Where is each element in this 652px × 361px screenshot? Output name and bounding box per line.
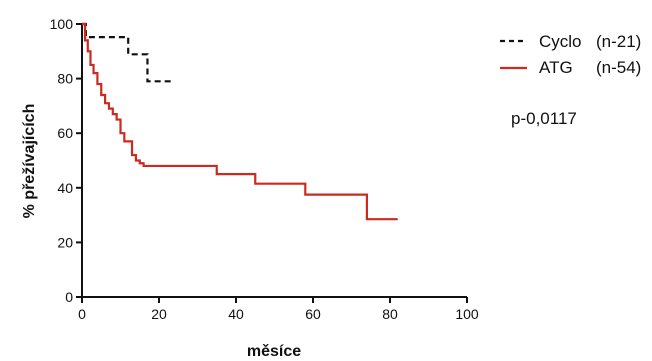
x-axis: 0 20 40 60 80 100 [78, 296, 479, 322]
y-tick-label: 80 [57, 71, 73, 87]
y-tick-label: 40 [57, 180, 73, 196]
x-tick-label: 80 [382, 306, 398, 322]
y-axis: 0 20 40 60 80 100 [50, 16, 83, 305]
series-layer [82, 22, 398, 221]
y-tick-label: 100 [50, 16, 74, 32]
x-tick-label: 0 [78, 306, 86, 322]
legend-count-cyclo: (n-21) [596, 32, 641, 51]
series-line-atg [82, 22, 398, 221]
x-axis-title: měsíce [247, 343, 301, 360]
x-tick-label: 40 [228, 306, 244, 322]
x-ticks: 0 20 40 60 80 100 [78, 297, 479, 322]
legend-item-cyclo: Cyclo (n-21) [500, 32, 641, 51]
x-tick-label: 20 [151, 306, 167, 322]
y-axis-title: % přežívajících [21, 104, 38, 219]
y-tick-label: 60 [57, 125, 73, 141]
x-tick-label: 100 [455, 306, 479, 322]
legend-label-atg: ATG [539, 58, 573, 77]
legend-count-atg: (n-54) [596, 58, 641, 77]
y-tick-label: 20 [57, 234, 73, 250]
p-value-annotation: p-0,0117 [511, 109, 577, 128]
x-tick-label: 60 [305, 306, 321, 322]
legend: Cyclo (n-21) ATG (n-54) [500, 32, 641, 77]
y-ticks: 0 20 40 60 80 100 [50, 16, 82, 305]
y-tick-label: 0 [65, 289, 73, 305]
legend-label-cyclo: Cyclo [539, 32, 582, 51]
legend-item-atg: ATG (n-54) [500, 58, 641, 77]
